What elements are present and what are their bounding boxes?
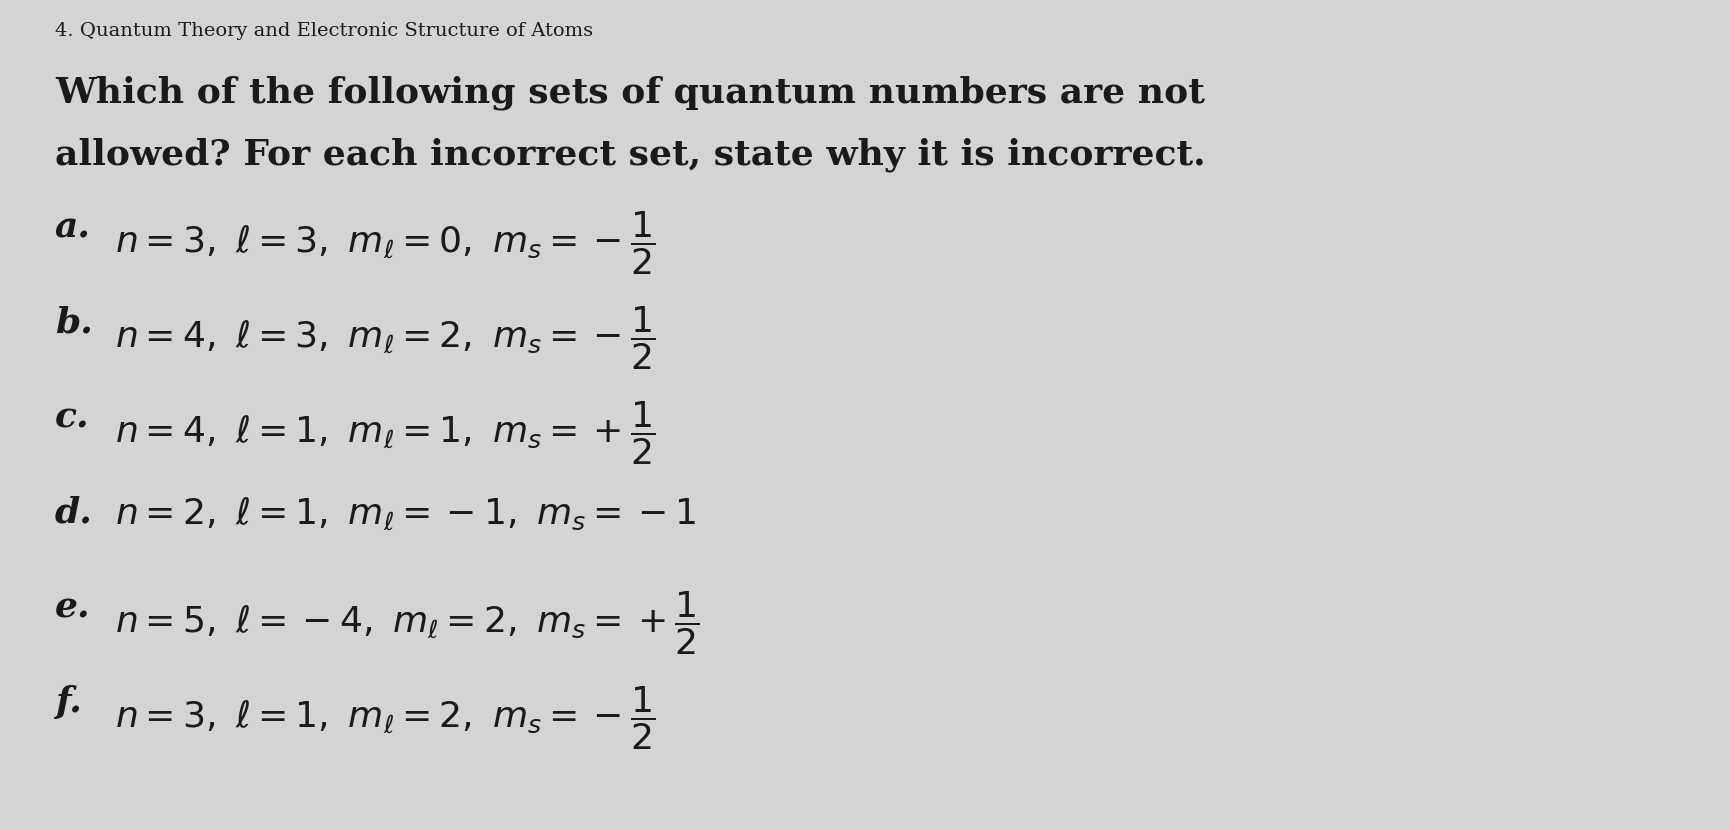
Text: 4. Quantum Theory and Electronic Structure of Atoms: 4. Quantum Theory and Electronic Structu… <box>55 22 593 40</box>
Text: $n = 4,\ \ell = 3,\ m_\ell = 2,\ m_s = -\dfrac{1}{2}$: $n = 4,\ \ell = 3,\ m_\ell = 2,\ m_s = -… <box>114 305 656 373</box>
Text: Which of the following sets of quantum numbers are not: Which of the following sets of quantum n… <box>55 75 1204 110</box>
Text: f.: f. <box>55 685 81 719</box>
Text: $n = 4,\ \ell = 1,\ m_\ell = 1,\ m_s = +\dfrac{1}{2}$: $n = 4,\ \ell = 1,\ m_\ell = 1,\ m_s = +… <box>114 400 656 467</box>
Text: $n = 2,\ \ell = 1,\ m_\ell = -1,\ m_s = -1$: $n = 2,\ \ell = 1,\ m_\ell = -1,\ m_s = … <box>114 495 695 531</box>
Text: allowed? For each incorrect set, state why it is incorrect.: allowed? For each incorrect set, state w… <box>55 138 1206 173</box>
Text: $n = 5,\ \ell = -4,\ m_\ell = 2,\ m_s = +\dfrac{1}{2}$: $n = 5,\ \ell = -4,\ m_\ell = 2,\ m_s = … <box>114 590 699 657</box>
Text: a.: a. <box>55 210 92 244</box>
Text: c.: c. <box>55 400 90 434</box>
Text: d.: d. <box>55 495 93 529</box>
Text: e.: e. <box>55 590 90 624</box>
Text: $n = 3,\ \ell = 3,\ m_\ell = 0,\ m_s = -\dfrac{1}{2}$: $n = 3,\ \ell = 3,\ m_\ell = 0,\ m_s = -… <box>114 210 656 277</box>
Text: $n = 3,\ \ell = 1,\ m_\ell = 2,\ m_s = -\dfrac{1}{2}$: $n = 3,\ \ell = 1,\ m_\ell = 2,\ m_s = -… <box>114 685 656 752</box>
Text: b.: b. <box>55 305 93 339</box>
